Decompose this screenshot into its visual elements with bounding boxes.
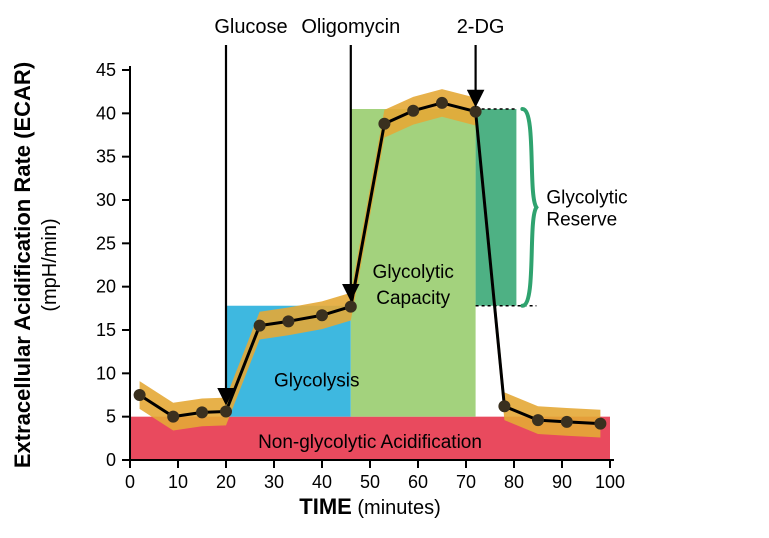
x-tick-label: 60 (408, 472, 428, 492)
y-tick-label: 10 (96, 363, 116, 383)
data-marker (379, 118, 390, 129)
data-marker (470, 106, 481, 117)
data-marker (533, 415, 544, 426)
y-tick-label: 20 (96, 277, 116, 297)
y-tick-label: 45 (96, 60, 116, 80)
x-tick-label: 20 (216, 472, 236, 492)
label-glycolytic-reserve-2: Reserve (546, 209, 617, 230)
x-axis-title-text: TIME (minutes) (299, 494, 440, 519)
data-marker (221, 406, 232, 417)
data-marker (345, 301, 356, 312)
data-marker (168, 411, 179, 422)
data-marker (408, 105, 419, 116)
label-glycolytic-reserve-1: Glycolytic (546, 187, 627, 208)
data-marker (595, 418, 606, 429)
y-axis-title-main: Extracellular Acidification Rate (ECAR) (10, 62, 35, 468)
label-non-glycolytic: Non-glycolytic Acidification (258, 432, 482, 453)
y-tick-label: 0 (106, 450, 116, 470)
x-tick-label: 10 (168, 472, 188, 492)
data-marker (134, 390, 145, 401)
injection-label: 2-DG (457, 16, 505, 38)
x-tick-label: 70 (456, 472, 476, 492)
region-glycolytic-reserve (476, 109, 517, 306)
data-marker (283, 316, 294, 327)
x-tick-label: 100 (595, 472, 625, 492)
y-tick-label: 30 (96, 190, 116, 210)
y-axis-title: Extracellular Acidification Rate (ECAR)(… (10, 62, 61, 468)
y-tick-label: 40 (96, 103, 116, 123)
label-glycolytic-capacity-2: Capacity (376, 288, 450, 309)
y-tick-label: 15 (96, 320, 116, 340)
label-glycolysis: Glycolysis (274, 370, 360, 391)
label-glycolytic-capacity-1: Glycolytic (373, 262, 454, 283)
x-axis-title: TIME (minutes) (299, 494, 440, 519)
x-tick-label: 30 (264, 472, 284, 492)
data-marker (561, 416, 572, 427)
data-marker (499, 401, 510, 412)
x-tick-label: 0 (125, 472, 135, 492)
y-axis-title-sub: (mpH/min) (39, 218, 61, 311)
y-tick-label: 35 (96, 147, 116, 167)
data-marker (254, 320, 265, 331)
data-marker (437, 97, 448, 108)
data-marker (197, 407, 208, 418)
y-tick-label: 5 (106, 407, 116, 427)
x-tick-label: 90 (552, 472, 572, 492)
injection-label: Oligomycin (301, 16, 400, 38)
ecar-chart-svg: Glucose Oligomycin 2-DG 0 5 10 15 20 25 30 35 40 45 0… (0, 0, 769, 538)
x-tick-label: 50 (360, 472, 380, 492)
y-tick-label: 25 (96, 233, 116, 253)
data-marker (317, 310, 328, 321)
x-tick-label: 40 (312, 472, 332, 492)
ecar-chart-container: Glucose Oligomycin 2-DG 0 5 10 15 20 25 30 35 40 45 0… (0, 0, 769, 538)
reserve-brace (522, 109, 536, 306)
x-tick-label: 80 (504, 472, 524, 492)
injection-label: Glucose (214, 16, 287, 38)
